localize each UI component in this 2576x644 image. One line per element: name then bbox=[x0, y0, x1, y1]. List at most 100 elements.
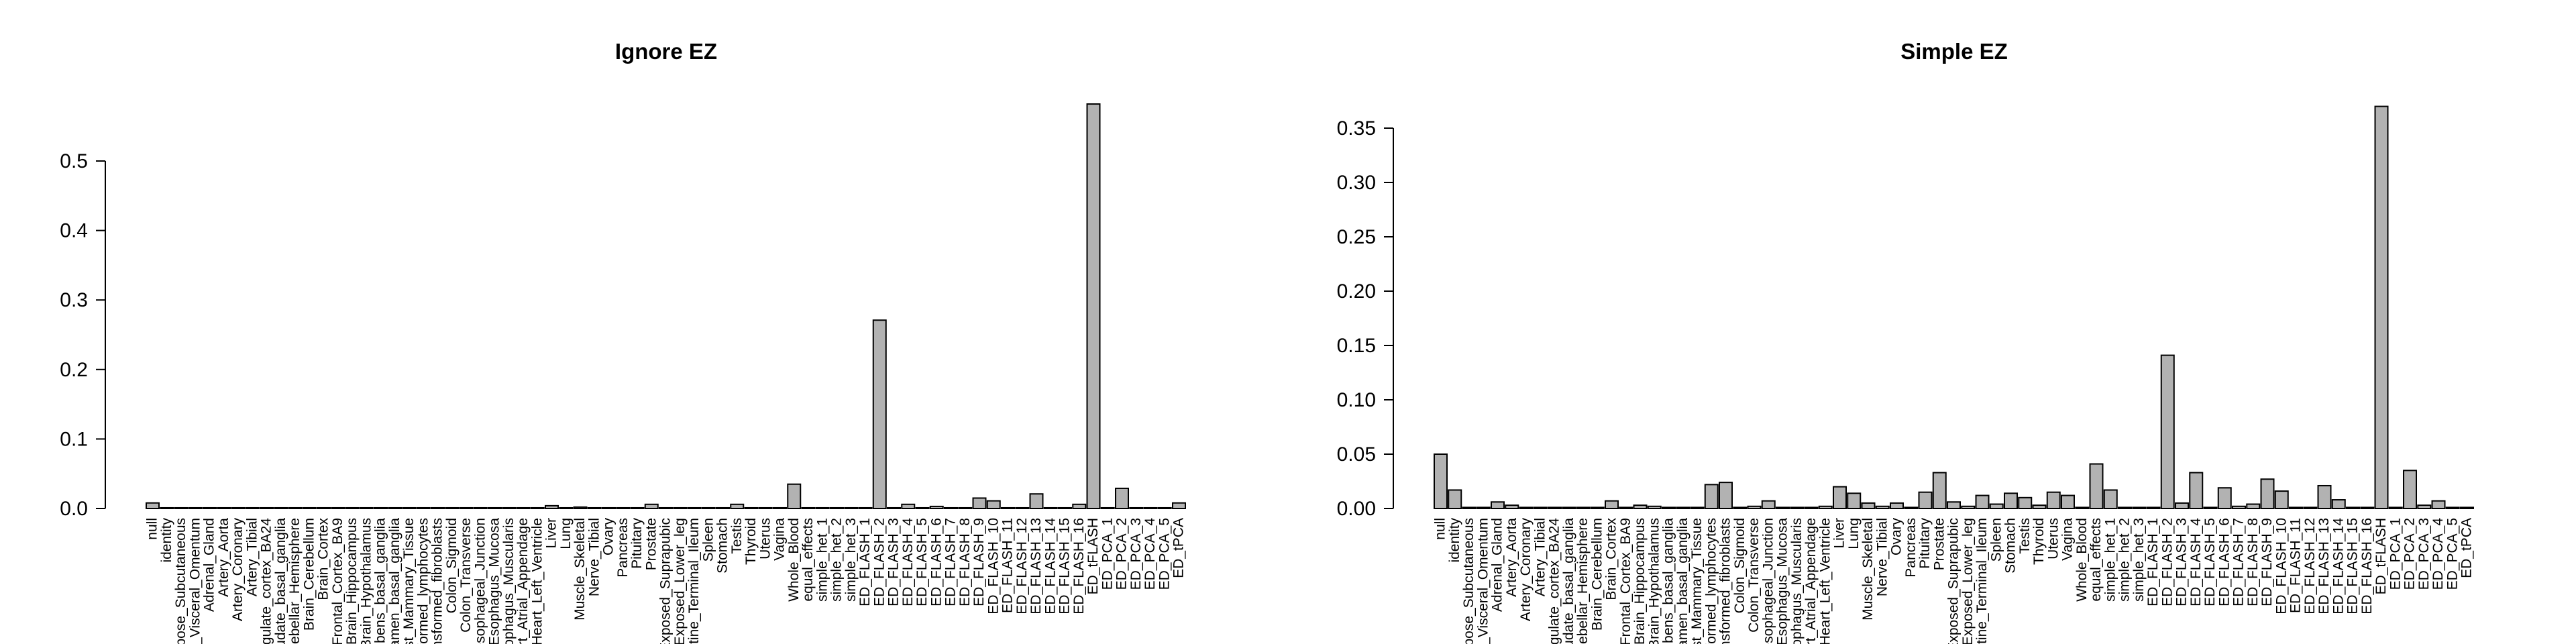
x-axis-label-ED_PCA_1: ED_PCA_1 bbox=[2387, 518, 2403, 590]
bar-ED_FLASH_15 bbox=[2346, 506, 2360, 510]
bar-ED_PCA_2 bbox=[1115, 487, 1129, 509]
bar-ED_FLASH_13 bbox=[1029, 493, 1044, 510]
x-axis-label-ED_FLASH_2: ED_FLASH_2 bbox=[2159, 518, 2175, 606]
y-axis-tick-label: 0.20 bbox=[1337, 280, 1376, 303]
bar-ED_tFLASH bbox=[2374, 105, 2389, 510]
bar-ED_tFLASH bbox=[1086, 103, 1101, 510]
bar-ED_FLASH_8 bbox=[2246, 503, 2261, 510]
x-axis-label-Brain_Putamen_basal_ganglia: Brain_Putamen_basal_ganglia bbox=[1675, 518, 1690, 644]
x-axis-label-ED_FLASH_10: ED_FLASH_10 bbox=[2273, 518, 2289, 614]
bar-Esophagus_Gastroesophageal_Junction bbox=[1761, 500, 1776, 509]
x-axis-label-Brain_Anterior_cingulate_cortex_BA24: Brain_Anterior_cingulate_cortex_BA24 bbox=[1547, 518, 1562, 644]
x-axis-label-ED_FLASH_5: ED_FLASH_5 bbox=[914, 518, 930, 606]
y-axis-tick-label: 0.30 bbox=[1337, 172, 1376, 194]
x-axis-label-Vagina: Vagina bbox=[2060, 518, 2076, 561]
simple-ez-chart: 0.00 0.05 0.10 0.15 0.20 0.25 0.30 0.35 nulliden… bbox=[1337, 105, 2475, 644]
x-axis-label-Esophagus_Mucosa: Esophagus_Mucosa bbox=[1775, 518, 1790, 644]
bar-Adipose_Visceral_Omentum bbox=[1476, 506, 1491, 510]
bar-ED_FLASH_9 bbox=[972, 497, 987, 510]
bar-ED_FLASH_13 bbox=[2317, 484, 2332, 509]
y-axis-tick-label: 0.4 bbox=[60, 220, 88, 242]
x-axis-label-ED_FLASH_11: ED_FLASH_11 bbox=[2288, 518, 2304, 613]
x-axis-label-ED_tPCA: ED_tPCA bbox=[2459, 518, 2475, 578]
x-axis-label-Brain_Nucleus_accumbens_basal_ganglia: Brain_Nucleus_accumbens_basal_ganglia bbox=[1661, 518, 1676, 644]
bar-ED_FLASH_11 bbox=[2289, 506, 2303, 510]
x-axis-label-Stomach: Stomach bbox=[715, 518, 731, 574]
bar-Thyroid bbox=[2032, 504, 2047, 510]
x-axis-label-ED_FLASH_2: ED_FLASH_2 bbox=[871, 518, 887, 606]
right-chart-title: Simple EZ bbox=[1900, 39, 2008, 64]
x-axis-label-Heart_Atrial_Appendage: Heart_Atrial_Appendage bbox=[515, 518, 531, 644]
x-axis-label-Ovary: Ovary bbox=[1889, 518, 1904, 556]
x-axis-label-ED_PCA_1: ED_PCA_1 bbox=[1099, 518, 1115, 590]
x-axis-label-ED_FLASH_13: ED_FLASH_13 bbox=[1028, 518, 1044, 614]
x-axis-label-Artery_Aorta: Artery_Aorta bbox=[216, 518, 231, 597]
x-axis-label-Brain_Hypothalamus: Brain_Hypothalamus bbox=[358, 518, 374, 644]
x-axis-label-Esophagus_Muscularis: Esophagus_Muscularis bbox=[501, 518, 517, 644]
x-axis-label-Brain_Putamen_basal_ganglia: Brain_Putamen_basal_ganglia bbox=[387, 518, 402, 644]
x-axis-label-Stomach: Stomach bbox=[2003, 518, 2019, 574]
bar-Whole_Blood bbox=[2075, 506, 2090, 510]
x-axis-label-Thyroid: Thyroid bbox=[2031, 518, 2047, 565]
bar-Brain_Cerebellum bbox=[1590, 506, 1605, 510]
bar-identity bbox=[1448, 489, 1462, 510]
x-axis-label-Heart_Atrial_Appendage: Heart_Atrial_Appendage bbox=[1803, 518, 1819, 644]
bar-Adipose_Subcutaneous bbox=[1462, 506, 1477, 510]
x-axis-label-Brain_Caudate_basal_ganglia: Brain_Caudate_basal_ganglia bbox=[273, 518, 288, 644]
x-axis-label-Esophagus_Gastroesophageal_Junction: Esophagus_Gastroesophageal_Junction bbox=[1760, 518, 1776, 644]
bar-ED_tPCA bbox=[2460, 506, 2474, 510]
x-axis-label-Brain_Nucleus_accumbens_basal_ganglia: Brain_Nucleus_accumbens_basal_ganglia bbox=[373, 518, 388, 644]
x-axis-label-ED_FLASH_6: ED_FLASH_6 bbox=[2216, 518, 2232, 606]
x-axis-label-Artery_Coronary: Artery_Coronary bbox=[230, 518, 246, 622]
x-axis-label-simple_het_3: simple_het_3 bbox=[2131, 518, 2147, 602]
x-axis-label-identity: identity bbox=[159, 518, 174, 563]
x-axis-label-Muscle_Skeletal: Muscle_Skeletal bbox=[572, 518, 588, 621]
x-axis-label-Artery_Coronary: Artery_Coronary bbox=[1518, 518, 1534, 622]
x-axis-label-Brain_Cortex: Brain_Cortex bbox=[1604, 518, 1619, 600]
bar-Whole_Blood bbox=[787, 483, 802, 509]
bar-ED_PCA_3 bbox=[2417, 504, 2432, 510]
bar-ED_FLASH_10 bbox=[2274, 490, 2289, 510]
x-axis-label-Whole_Blood: Whole_Blood bbox=[2074, 518, 2090, 602]
bar-Heart_Atrial_Appendage bbox=[1804, 506, 1819, 510]
x-axis-label-Brain_Caudate_basal_ganglia: Brain_Caudate_basal_ganglia bbox=[1561, 518, 1576, 644]
x-axis-label-Cells_Transformed_fibroblasts: Cells_Transformed_fibroblasts bbox=[1718, 518, 1733, 644]
bar-ED_FLASH_6 bbox=[2217, 487, 2232, 509]
x-axis-label-Cells_Transformed_fibroblasts: Cells_Transformed_fibroblasts bbox=[430, 518, 445, 644]
x-axis-label-equal_effects: equal_effects bbox=[800, 518, 816, 602]
bar-Brain_Anterior_cingulate_cortex_BA24 bbox=[1548, 506, 1562, 510]
bar-ED_PCA_5 bbox=[2445, 506, 2460, 510]
x-axis-label-ED_FLASH_15: ED_FLASH_15 bbox=[1057, 518, 1073, 614]
x-axis-label-ED_tPCA: ED_tPCA bbox=[1171, 518, 1187, 578]
x-axis-label-ED_FLASH_3: ED_FLASH_3 bbox=[2174, 518, 2190, 606]
x-axis-label-Adrenal_Gland: Adrenal_Gland bbox=[202, 518, 217, 612]
bar-Artery_Aorta bbox=[1505, 504, 1519, 510]
x-axis-label-Liver: Liver bbox=[544, 518, 559, 549]
bar-simple_het_2 bbox=[2118, 506, 2132, 510]
x-axis-label-Muscle_Skeletal: Muscle_Skeletal bbox=[1860, 518, 1876, 621]
bar-Muscle_Skeletal bbox=[1861, 502, 1876, 510]
bar-ED_FLASH_7 bbox=[2232, 505, 2246, 510]
x-axis-label-simple_het_2: simple_het_2 bbox=[829, 518, 845, 602]
bar-Colon_Transverse bbox=[1747, 505, 1762, 510]
x-axis-label-Vagina: Vagina bbox=[772, 518, 788, 561]
x-axis-label-Uterus: Uterus bbox=[757, 518, 773, 559]
bar-Adrenal_Gland bbox=[1491, 501, 1505, 510]
bar-Esophagus_Muscularis bbox=[1790, 506, 1805, 510]
bar-ED_FLASH_2 bbox=[2160, 354, 2175, 510]
x-axis-label-Colon_Sigmoid: Colon_Sigmoid bbox=[1732, 518, 1748, 613]
bar-Small_Intestine_Terminal_Ileum bbox=[1975, 494, 1990, 509]
bar-null bbox=[1434, 453, 1448, 509]
x-axis-label-Adipose_Subcutaneous: Adipose_Subcutaneous bbox=[1461, 518, 1477, 644]
y-axis-tick-label: 0.0 bbox=[60, 498, 88, 520]
x-axis-label-Heart_Left_Ventricle: Heart_Left_Ventricle bbox=[529, 518, 545, 644]
bar-Skin_Not_Sun_Exposed_Suprapubic bbox=[1947, 501, 1961, 510]
x-axis-label-Nerve_Tibial: Nerve_Tibial bbox=[586, 518, 602, 596]
x-axis-label-ED_tFLASH: ED_tFLASH bbox=[2373, 518, 2389, 594]
bar-Brain_Frontal_Cortex_BA9 bbox=[1619, 506, 1633, 510]
bar-Lung bbox=[1847, 492, 1862, 510]
x-axis-label-ED_FLASH_16: ED_FLASH_16 bbox=[1071, 518, 1087, 614]
x-axis-label-Pituitary: Pituitary bbox=[1917, 518, 1933, 569]
x-axis-label-Colon_Sigmoid: Colon_Sigmoid bbox=[444, 518, 460, 613]
bar-Testis bbox=[730, 503, 745, 509]
